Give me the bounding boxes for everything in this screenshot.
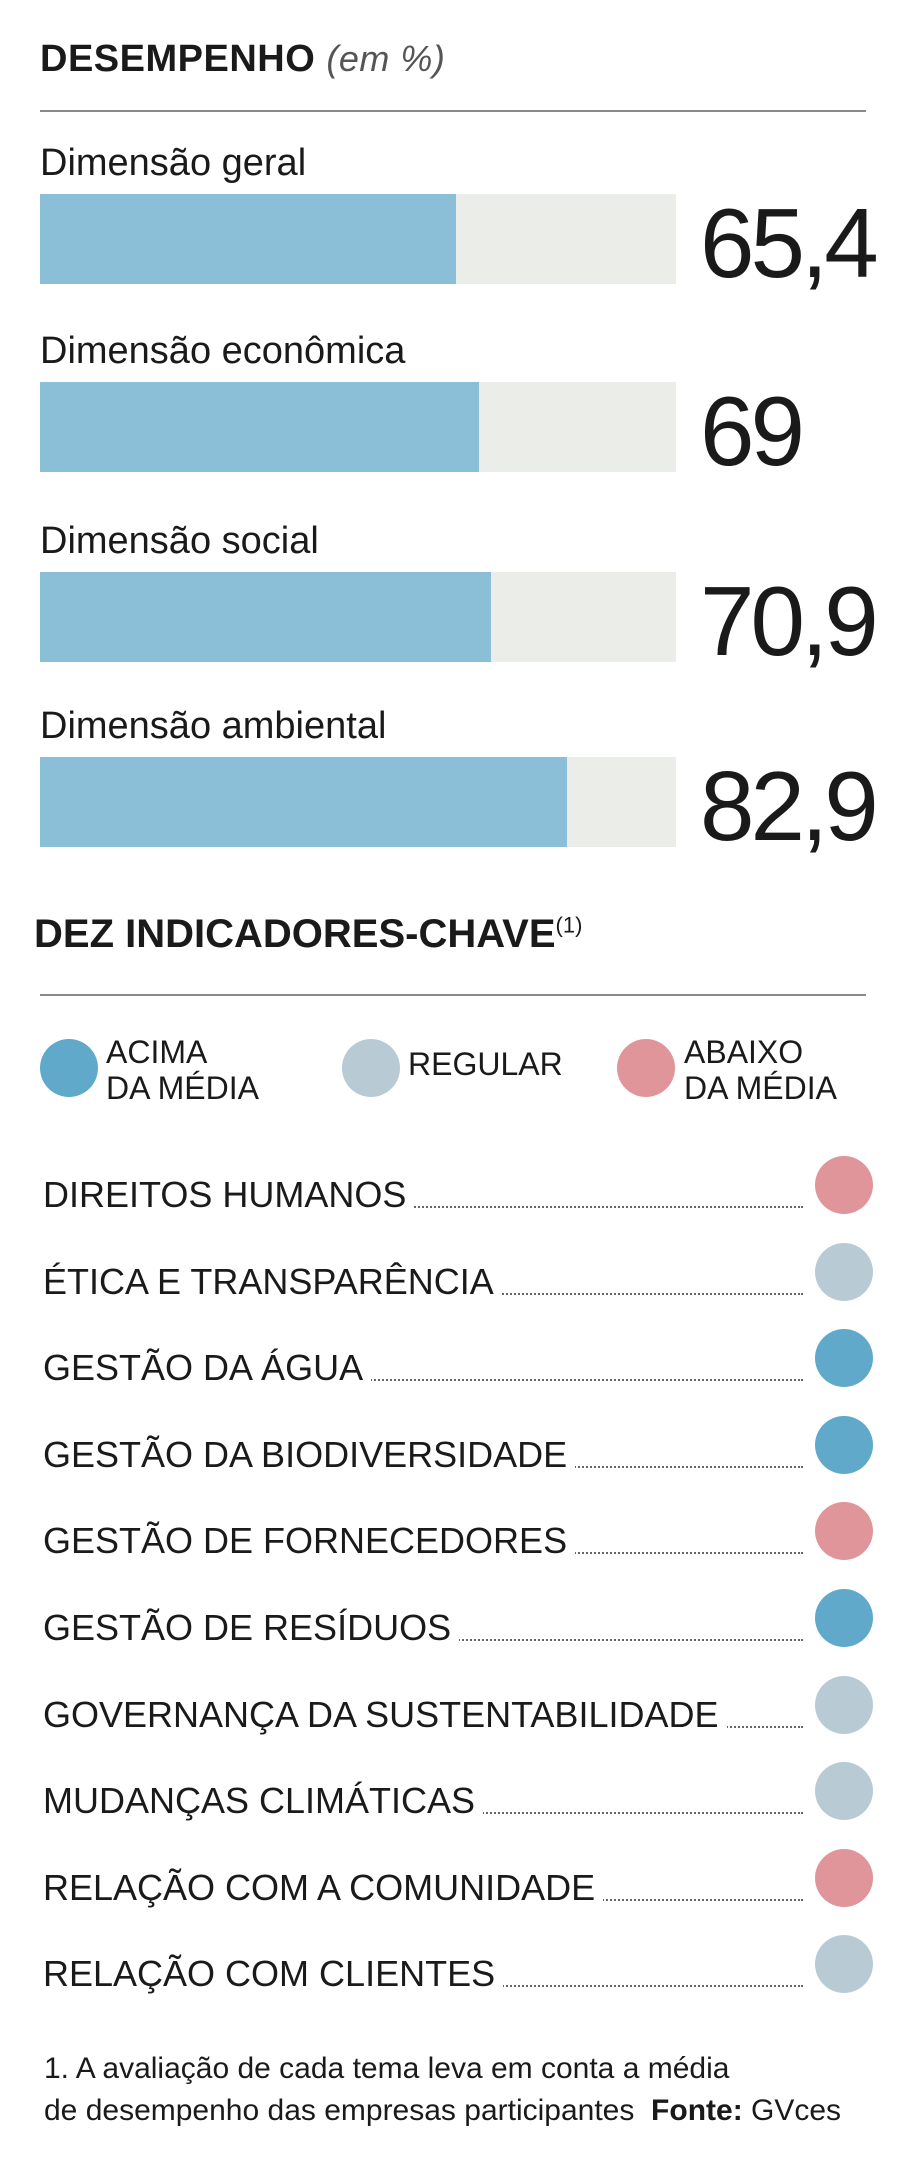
indicator-row: RELAÇÃO COM CLIENTES <box>43 1935 873 2001</box>
status-dot-abaixo <box>815 1849 873 1907</box>
indicator-label: GESTÃO DA BIODIVERSIDADE <box>43 1434 576 1476</box>
bar-label: Dimensão econômica <box>40 330 406 372</box>
legend-acima-label: ACIMA DA MÉDIA <box>106 1034 259 1106</box>
status-dot-regular <box>815 1243 873 1301</box>
indicator-label: RELAÇÃO COM A COMUNIDADE <box>43 1867 604 1909</box>
legend-abaixo-line1: ABAIXO <box>684 1034 804 1070</box>
status-dot-abaixo <box>815 1502 873 1560</box>
bar-fill <box>40 382 479 472</box>
bar-track <box>40 382 676 472</box>
legend-acima-dot <box>40 1039 98 1097</box>
status-dot-regular <box>815 1762 873 1820</box>
indicator-label: DIREITOS HUMANOS <box>43 1174 415 1216</box>
performance-title: DESEMPENHO (em %) <box>40 38 445 81</box>
bar-value-label: 69 <box>700 376 805 486</box>
indicators-title: DEZ INDICADORES-CHAVE(1) <box>34 912 582 957</box>
indicator-row: GESTÃO DA ÁGUA <box>43 1329 873 1395</box>
indicator-row: GESTÃO DE FORNECEDORES <box>43 1502 873 1568</box>
bar-track <box>40 194 676 284</box>
indicator-row: RELAÇÃO COM A COMUNIDADE <box>43 1849 873 1915</box>
performance-unit: (em %) <box>326 38 446 79</box>
indicator-row: GESTÃO DE RESÍDUOS <box>43 1589 873 1655</box>
footnote-line2-text: de desempenho das empresas participantes <box>44 2094 635 2127</box>
indicator-label: GESTÃO DA ÁGUA <box>43 1347 372 1389</box>
status-dot-acima <box>815 1416 873 1474</box>
source-name: GVces <box>751 2094 842 2127</box>
bar-value-label: 65,4 <box>700 188 879 298</box>
status-dot-abaixo <box>815 1156 873 1214</box>
indicator-row: MUDANÇAS CLIMÁTICAS <box>43 1762 873 1828</box>
indicator-label: RELAÇÃO COM CLIENTES <box>43 1953 504 1995</box>
bar-fill <box>40 194 456 284</box>
indicator-label: ÉTICA E TRANSPARÊNCIA <box>43 1261 502 1303</box>
performance-title-text: DESEMPENHO <box>40 38 316 80</box>
indicator-row: ÉTICA E TRANSPARÊNCIA <box>43 1243 873 1309</box>
legend-abaixo-label: ABAIXO DA MÉDIA <box>684 1034 837 1106</box>
legend-acima-line1: ACIMA <box>106 1034 208 1070</box>
bar-value-label: 70,9 <box>700 566 879 676</box>
indicator-label: GOVERNANÇA DA SUSTENTABILIDADE <box>43 1694 727 1736</box>
legend-regular-line1: REGULAR <box>408 1046 563 1082</box>
divider <box>40 110 866 112</box>
bar-fill <box>40 757 567 847</box>
footnote-line2: de desempenho das empresas participantes… <box>44 2090 841 2132</box>
status-dot-regular <box>815 1935 873 1993</box>
legend-abaixo-line2: DA MÉDIA <box>684 1070 837 1106</box>
indicator-row: DIREITOS HUMANOS <box>43 1156 873 1222</box>
indicator-row: GOVERNANÇA DA SUSTENTABILIDADE <box>43 1676 873 1742</box>
bar-label: Dimensão geral <box>40 142 307 184</box>
indicator-row: GESTÃO DA BIODIVERSIDADE <box>43 1416 873 1482</box>
status-dot-regular <box>815 1676 873 1734</box>
footnote: 1. A avaliação de cada tema leva em cont… <box>44 2048 841 2132</box>
bar-track <box>40 757 676 847</box>
dotted-leader <box>43 1206 803 1208</box>
legend-regular-label: REGULAR <box>408 1046 563 1082</box>
legend-regular-dot <box>342 1039 400 1097</box>
status-dot-acima <box>815 1589 873 1647</box>
indicator-label: GESTÃO DE RESÍDUOS <box>43 1607 460 1649</box>
indicators-note-marker: (1) <box>555 912 583 938</box>
dotted-leader <box>43 1379 803 1381</box>
bar-track <box>40 572 676 662</box>
bar-label: Dimensão social <box>40 520 319 562</box>
footnote-line1: 1. A avaliação de cada tema leva em cont… <box>44 2052 730 2085</box>
bar-label: Dimensão ambiental <box>40 705 387 747</box>
source-label: Fonte: <box>651 2094 743 2127</box>
indicators-title-text: DEZ INDICADORES-CHAVE <box>34 912 556 956</box>
indicator-label: GESTÃO DE FORNECEDORES <box>43 1520 576 1562</box>
indicator-label: MUDANÇAS CLIMÁTICAS <box>43 1780 484 1822</box>
bar-fill <box>40 572 491 662</box>
status-dot-acima <box>815 1329 873 1387</box>
bar-value-label: 82,9 <box>700 751 879 861</box>
legend-acima-line2: DA MÉDIA <box>106 1070 259 1106</box>
legend-abaixo-dot <box>617 1039 675 1097</box>
divider <box>40 994 866 996</box>
